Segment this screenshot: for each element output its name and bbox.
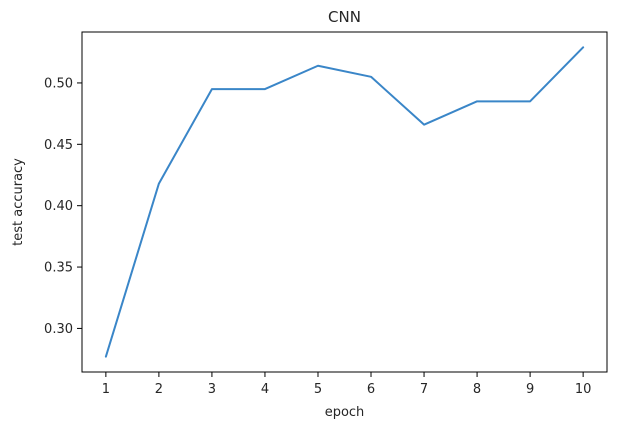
y-tick-label: 0.40: [44, 199, 73, 214]
y-tick-label: 0.30: [44, 322, 73, 337]
x-axis-label: epoch: [325, 405, 365, 420]
x-tick-label: 2: [155, 382, 163, 397]
y-tick-label: 0.50: [44, 76, 73, 91]
x-tick-label: 5: [314, 382, 322, 397]
x-tick-label: 7: [420, 382, 428, 397]
y-axis-label: test accuracy: [11, 158, 26, 246]
x-tick-label: 3: [208, 382, 216, 397]
x-tick-label: 8: [473, 382, 481, 397]
y-tick-label: 0.35: [44, 261, 73, 276]
chart-title: CNN: [328, 8, 361, 26]
y-tick-label: 0.45: [44, 138, 73, 153]
x-tick-label: 6: [367, 382, 375, 397]
plot-area: 1 2 3 4 5 6 7 8 9 10 0.30 0.35 0.40 0.45 0.50: [44, 31, 608, 397]
x-tick-label: 9: [526, 382, 534, 397]
plot-frame: [81, 31, 608, 373]
series-line: [104, 46, 585, 358]
x-tick-label: 1: [102, 382, 110, 397]
x-tick-label: 4: [261, 382, 269, 397]
x-tick-label: 10: [575, 382, 592, 397]
